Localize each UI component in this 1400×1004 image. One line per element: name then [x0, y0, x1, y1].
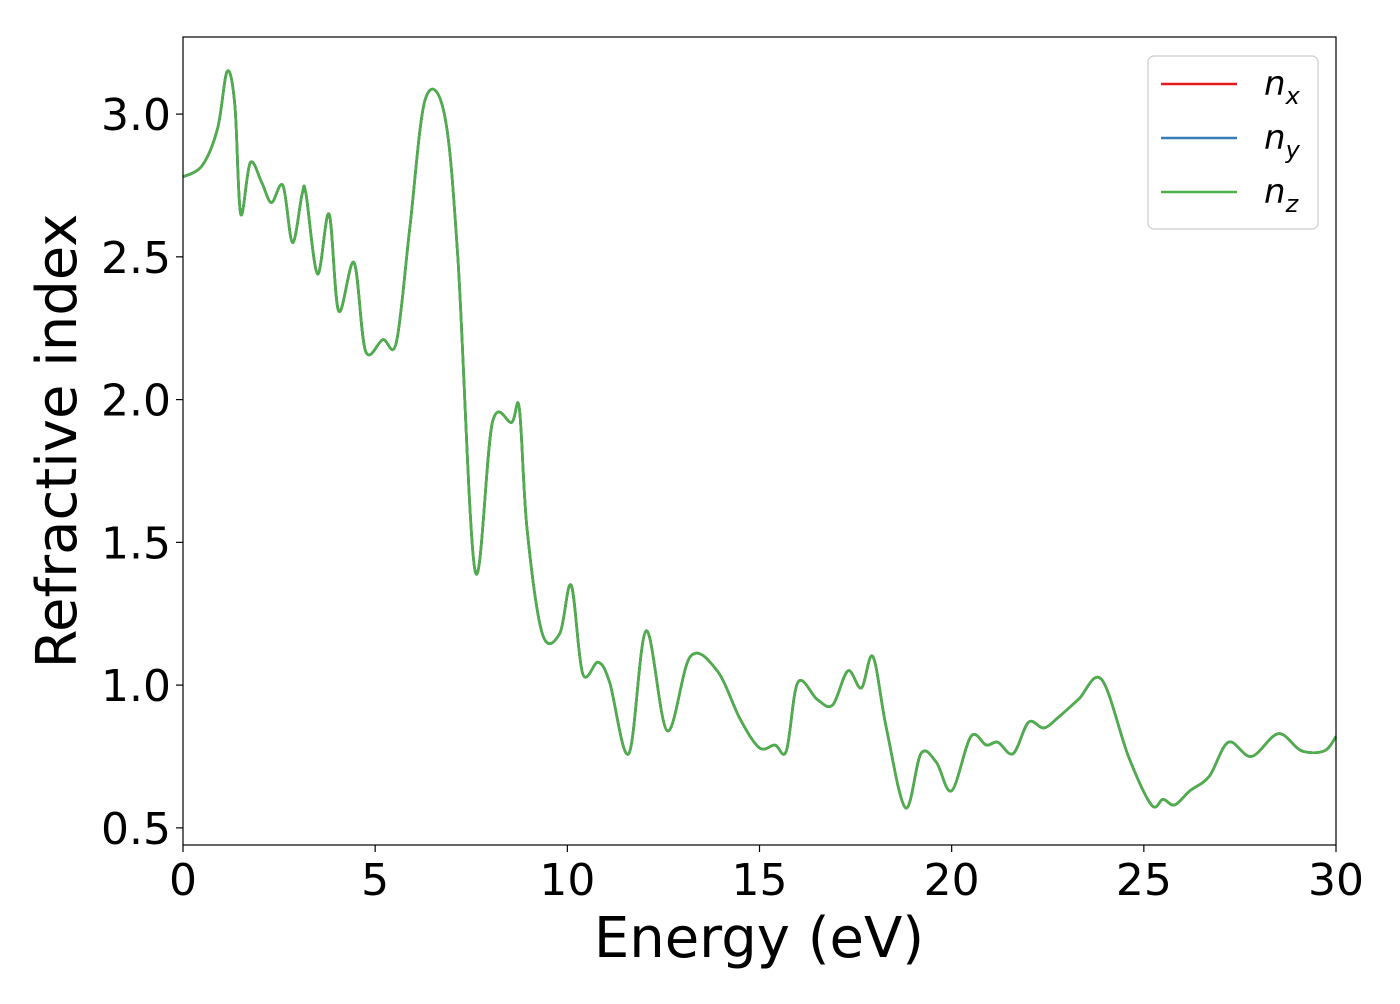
x-tick-label: 30 [1308, 855, 1364, 906]
x-tick-label: 10 [539, 855, 595, 906]
legend-subscript: z [1285, 190, 1300, 218]
y-axis-ticks: 0.5 1.0 1.5 2.0 2.5 3.0 [101, 90, 183, 855]
y-tick-label: 3.0 [101, 90, 171, 141]
x-axis-ticks: 0 5 10 15 20 25 30 [169, 845, 1364, 906]
legend-subscript: x [1285, 82, 1301, 110]
legend-box [1147, 55, 1319, 230]
y-tick-label: 2.5 [101, 233, 171, 284]
x-tick-label: 15 [732, 855, 788, 906]
y-tick-label: 0.5 [101, 804, 171, 855]
x-tick-label: 0 [169, 855, 197, 906]
x-tick-label: 5 [361, 855, 389, 906]
x-tick-label: 25 [1116, 855, 1172, 906]
legend-subscript: y [1285, 136, 1301, 164]
y-axis-title: Refractive index [25, 214, 90, 669]
series-line-nz [182, 69, 1338, 810]
x-tick-label: 20 [924, 855, 980, 906]
y-tick-label: 2.0 [101, 376, 171, 427]
series-layer [182, 69, 1338, 810]
y-tick-label: 1.0 [101, 661, 171, 712]
x-axis-title: Energy (eV) [594, 906, 924, 971]
y-tick-label: 1.5 [101, 518, 171, 569]
